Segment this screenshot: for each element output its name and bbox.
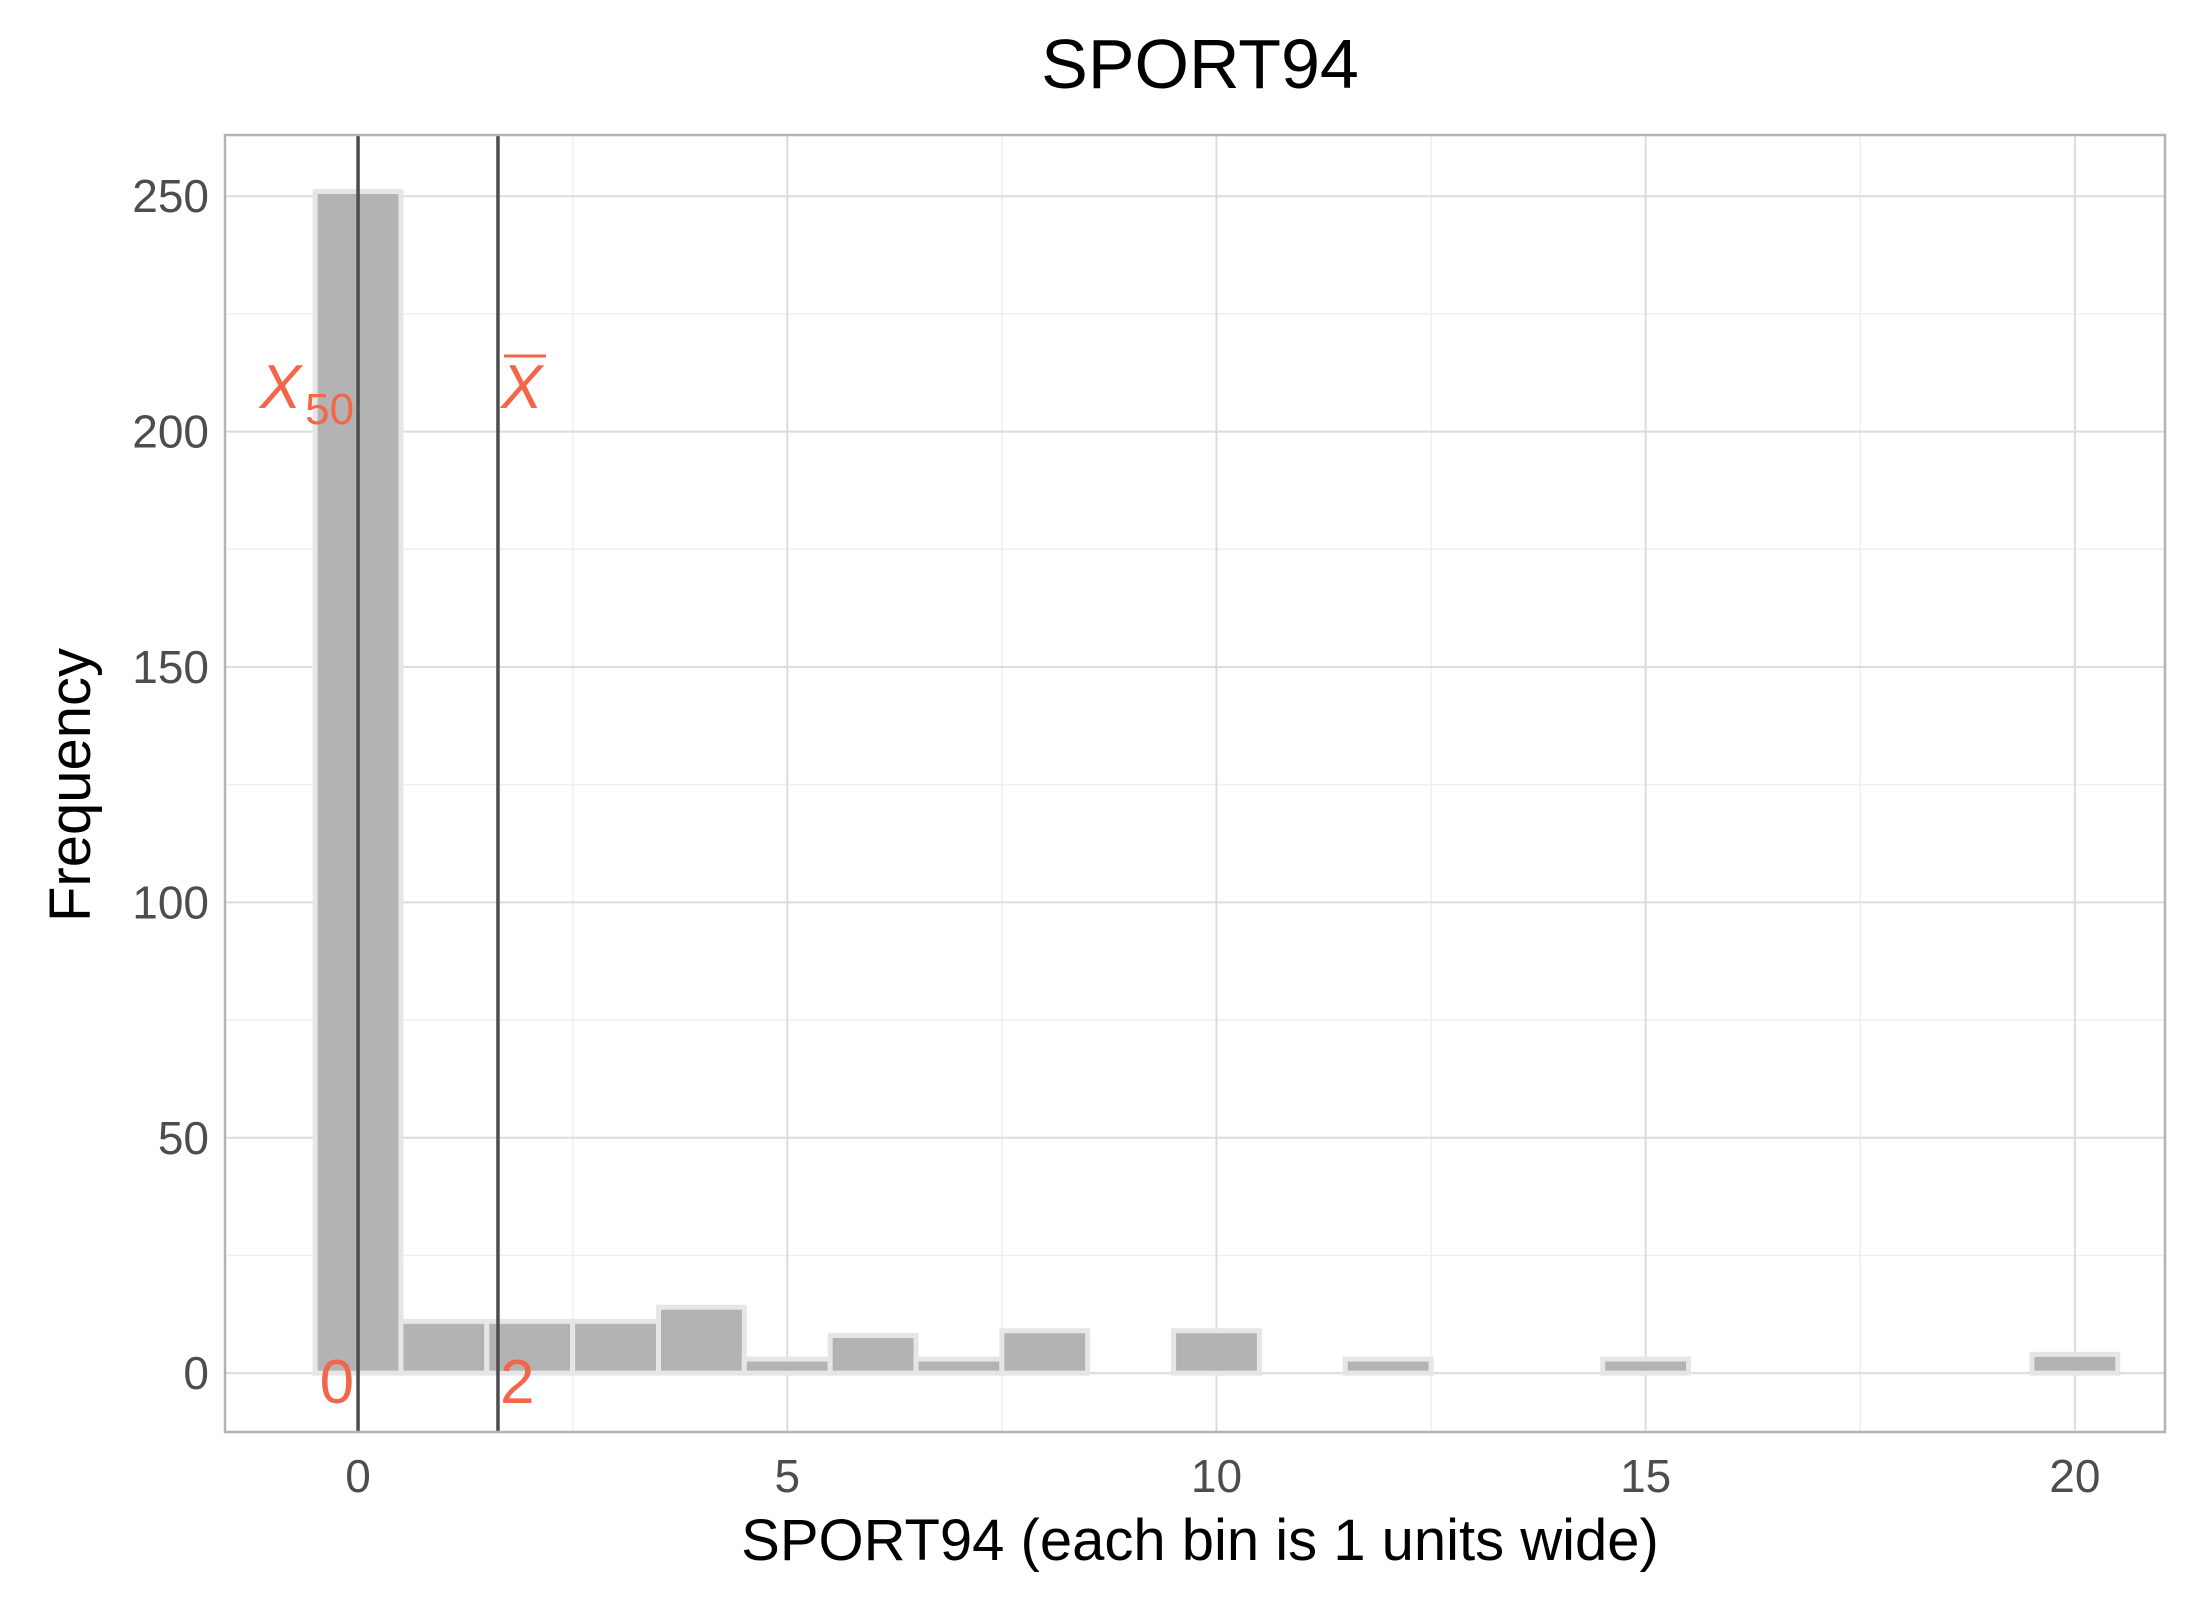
x-axis-title: SPORT94 (each bin is 1 units wide) <box>741 1508 1659 1573</box>
histogram-bar <box>1600 1356 1692 1376</box>
x-tick-label: 15 <box>1620 1450 1671 1502</box>
histogram-bar <box>570 1318 661 1376</box>
x-tick-label: 5 <box>774 1450 800 1502</box>
x-tick-label: 0 <box>345 1450 371 1502</box>
panel-border <box>223 133 2167 1434</box>
reference-annotations: X50 0 X 2 <box>258 353 546 1417</box>
y-tick-label: 0 <box>183 1347 209 1399</box>
histogram-bar <box>484 1318 576 1376</box>
histogram-bar <box>741 1356 833 1376</box>
histogram-bar <box>2029 1351 2121 1376</box>
median-value-label: 0 <box>320 1348 354 1417</box>
histogram-bar <box>1171 1328 1262 1376</box>
reference-lines <box>356 135 500 1432</box>
histogram-bar <box>398 1318 490 1376</box>
mean-symbol-label: X <box>499 353 545 422</box>
histogram-bar <box>655 1304 747 1376</box>
histogram-bar <box>1342 1356 1434 1376</box>
y-tick-label: 100 <box>132 876 209 928</box>
y-tick-label: 250 <box>132 170 209 222</box>
y-axis-title: Frequency <box>38 648 103 922</box>
x-tick-label: 20 <box>2049 1450 2100 1502</box>
chart-title: SPORT94 <box>1041 25 1359 103</box>
histogram-bar <box>913 1356 1005 1376</box>
y-tick-label: 200 <box>132 406 209 458</box>
y-tick-label: 50 <box>158 1112 209 1164</box>
grid-lines <box>225 135 2165 1432</box>
x-tick-label: 10 <box>1191 1450 1242 1502</box>
y-tick-label: 150 <box>132 641 209 693</box>
histogram-bar <box>827 1332 919 1376</box>
histogram-bar <box>999 1328 1091 1376</box>
median-symbol-label: X50 <box>258 353 354 434</box>
mean-value-label: 2 <box>500 1348 534 1417</box>
